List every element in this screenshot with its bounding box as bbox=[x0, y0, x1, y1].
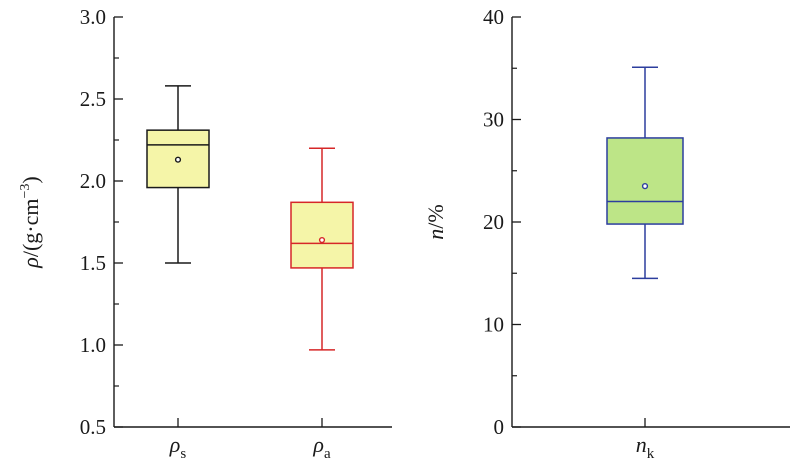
mean-marker bbox=[174, 156, 182, 163]
mean-marker bbox=[641, 183, 649, 190]
y-axis-title: n/% bbox=[423, 204, 448, 239]
iqr-box bbox=[606, 137, 684, 225]
y-tick-label: 2.0 bbox=[80, 169, 106, 193]
y-tick-label: 0.5 bbox=[80, 415, 106, 439]
y-tick-label: 10 bbox=[483, 313, 504, 337]
box-ρa bbox=[290, 147, 354, 351]
y-tick-label: 30 bbox=[483, 108, 504, 132]
y-tick-label: 0 bbox=[494, 415, 505, 439]
x-category-label: ρs bbox=[169, 432, 187, 462]
y-tick-label: 1.5 bbox=[80, 251, 106, 275]
y-tick-label: 40 bbox=[483, 5, 504, 29]
y-tick-label: 2.5 bbox=[80, 87, 106, 111]
chart-panel-1: 0.5 1.0 1.5 2.0 2.5 3.0 ρ/(g·cm−3) ρs ρa bbox=[18, 5, 392, 462]
y-tick-label: 1.0 bbox=[80, 333, 106, 357]
x-category-label: nk bbox=[636, 432, 655, 462]
box-nk bbox=[606, 66, 684, 280]
box-ρs bbox=[146, 85, 210, 264]
iqr-box bbox=[290, 201, 354, 269]
y-tick-label: 20 bbox=[483, 210, 504, 234]
y-axis-title: ρ/(g·cm−3) bbox=[18, 176, 43, 268]
mean-marker bbox=[318, 236, 326, 244]
chart-panel-2: 0 10 20 30 40 n/% nk bbox=[423, 5, 790, 462]
y-tick-label: 3.0 bbox=[80, 5, 106, 29]
x-category-label: ρa bbox=[312, 432, 331, 462]
